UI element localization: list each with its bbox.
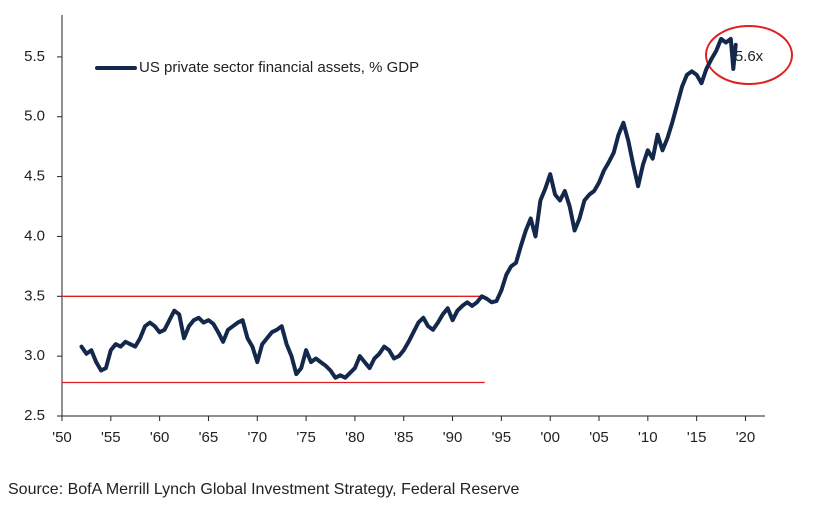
highlight-circle [705,25,793,85]
x-tick-label: '75 [296,429,316,446]
x-tick-label: '00 [540,429,560,446]
x-tick-label: '55 [101,429,121,446]
y-tick-label: 2.5 [24,407,45,424]
source-note: Source: BofA Merrill Lynch Global Invest… [8,481,519,498]
x-tick-label: '10 [638,429,658,446]
y-tick-label: 3.0 [24,347,45,364]
x-tick-label: '90 [443,429,463,446]
x-tick-label: '20 [736,429,756,446]
x-tick-label: '80 [345,429,365,446]
legend-label: US private sector financial assets, % GD… [139,59,419,76]
x-tick-label: '15 [687,429,707,446]
y-tick-label: 5.0 [24,108,45,125]
y-tick-label: 4.5 [24,168,45,185]
annotation: 5.6x [735,48,764,65]
x-tick-label: '60 [150,429,170,446]
x-tick-label: '05 [589,429,609,446]
x-tick-label: '65 [199,429,219,446]
data-line [79,36,738,380]
y-tick-label: 4.0 [24,227,45,244]
x-tick-label: '50 [52,429,72,446]
x-tick-label: '85 [394,429,414,446]
x-tick-label: '70 [247,429,267,446]
y-tick-label: 3.5 [24,287,45,304]
x-tick-label: '95 [492,429,512,446]
y-tick-label: 5.5 [24,48,45,65]
